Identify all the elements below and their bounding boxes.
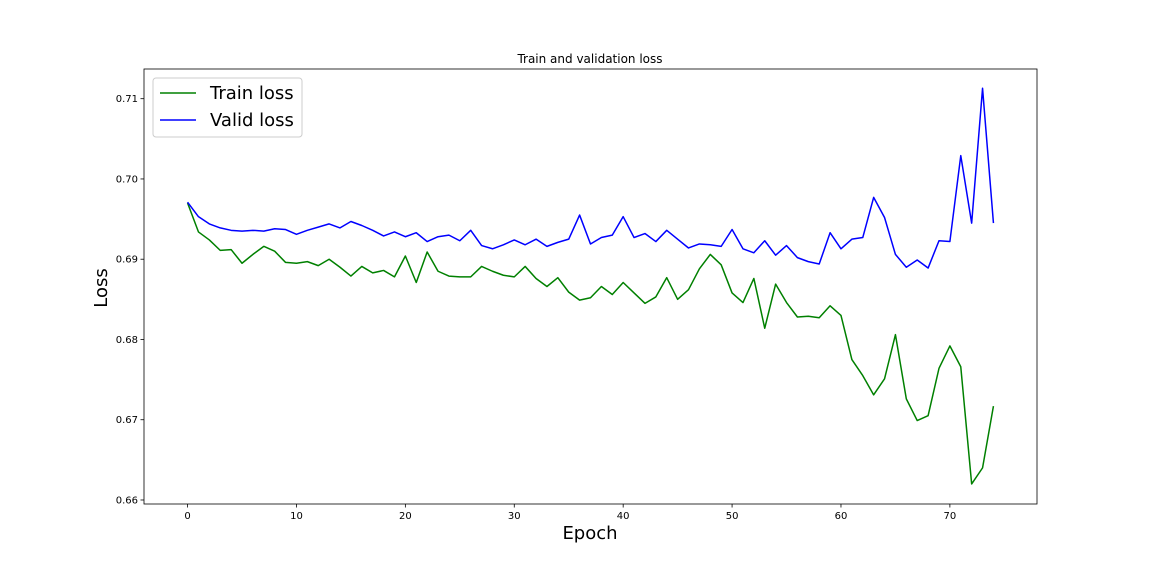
x-tick-label: 0 [184,511,190,522]
x-tick-label: 30 [508,511,521,522]
series-line-1 [186,87,995,269]
y-tick-label: 0.71 [116,94,138,105]
plot-frame [143,68,1038,505]
x-axis-title: Epoch [562,523,617,544]
x-axis-ticks: 0 10 20 30 40 50 60 70 [184,504,956,522]
legend: Train loss Valid loss [152,77,303,138]
x-tick-label: 20 [399,511,412,522]
legend-label-valid: Valid loss [210,110,294,131]
x-tick-label: 10 [290,511,303,522]
x-tick-label: 60 [835,511,848,522]
y-tick-label: 0.69 [116,255,138,266]
legend-label-train: Train loss [209,83,294,104]
y-tick-label: 0.68 [116,335,138,346]
x-tick-label: 70 [944,511,957,522]
x-tick-label: 50 [726,511,739,522]
y-tick-label: 0.66 [116,495,138,506]
y-axis-title: Loss [91,268,112,307]
series-line-0 [186,202,995,485]
x-tick-label: 40 [617,511,630,522]
y-axis-ticks: 0.66 0.67 0.68 0.69 0.70 0.71 [116,94,144,506]
y-tick-label: 0.70 [116,174,138,185]
chart-title: Train and validation loss [516,52,662,66]
y-tick-label: 0.67 [116,415,138,426]
series-layer [186,87,995,485]
